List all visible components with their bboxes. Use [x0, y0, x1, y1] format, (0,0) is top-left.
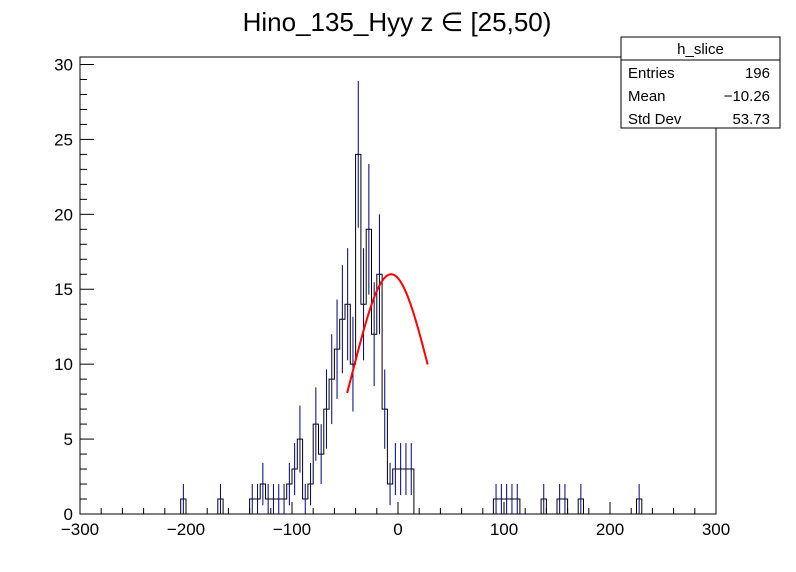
x-tick-label: 0 [393, 520, 402, 539]
x-tick-label: −200 [167, 520, 205, 539]
x-tick-label: 200 [596, 520, 624, 539]
plot-area: −300 −200 −100 0 100 200 300 0 5 10 15 20 25 30 [54, 55, 730, 539]
stats-value: −10.26 [724, 88, 770, 105]
axis-ticks [79, 63, 717, 515]
y-tick-label: 30 [54, 55, 73, 74]
y-tick-label: 0 [64, 505, 73, 524]
chart-title: Hino_135_Hyy z ∈ [25,50) [243, 7, 552, 37]
stats-box-frame [620, 36, 781, 129]
y-tick-label: 5 [64, 430, 73, 449]
x-tick-label: −300 [61, 520, 99, 539]
error-bars [182, 80, 640, 514]
x-tick-label: 300 [702, 520, 730, 539]
stats-label: Std Dev [628, 111, 682, 128]
y-tick-label: 10 [54, 355, 73, 374]
x-tick-label: −100 [273, 520, 311, 539]
stats-value: 196 [745, 65, 770, 82]
y-tick-label: 25 [54, 130, 73, 149]
x-tick-label: 100 [490, 520, 518, 539]
histogram-outline [80, 153, 716, 515]
stats-box-title: h_slice [677, 41, 724, 58]
y-tick-label: 15 [54, 280, 73, 299]
y-tick-label: 20 [54, 205, 73, 224]
fit-curve [346, 273, 429, 394]
stats-label: Mean [628, 88, 666, 105]
stats-value: 53.73 [732, 111, 770, 128]
stats-label: Entries [628, 65, 675, 82]
